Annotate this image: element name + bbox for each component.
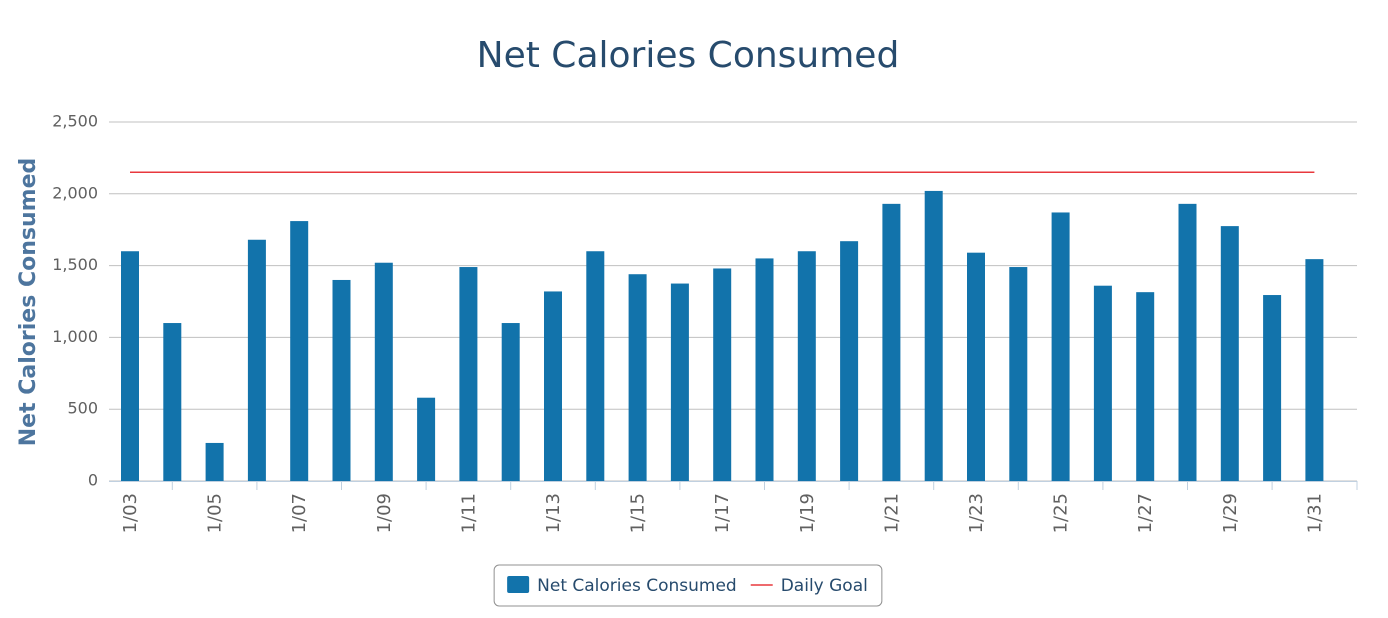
- y-tick-label: 500: [67, 399, 98, 418]
- x-tick-label: 1/25: [1051, 493, 1072, 533]
- chart-title: Net Calories Consumed: [477, 35, 900, 76]
- y-tick-label: 2,000: [52, 183, 98, 202]
- x-tick-label: 1/11: [458, 493, 479, 533]
- bar: [755, 258, 774, 481]
- bar: [1136, 292, 1155, 481]
- y-tick-label: 0: [88, 471, 98, 490]
- bar: [1305, 259, 1324, 481]
- x-tick-label: 1/13: [543, 493, 564, 533]
- bar: [882, 203, 901, 482]
- bar: [1009, 267, 1028, 481]
- legend-box: [493, 564, 883, 607]
- bar: [840, 241, 859, 481]
- y-tick-label: 2,500: [52, 112, 98, 131]
- bar: [459, 267, 478, 481]
- x-tick-label: 1/17: [712, 493, 733, 533]
- bar: [544, 291, 562, 481]
- bar: [1263, 295, 1282, 481]
- y-tick-label: 1,000: [52, 327, 98, 346]
- x-tick-label: 1/31: [1304, 493, 1325, 533]
- x-tick-label: 1/23: [966, 493, 987, 533]
- bar: [247, 239, 266, 481]
- bar: [924, 190, 943, 482]
- bar: [205, 442, 224, 481]
- x-tick-label: 1/15: [628, 493, 649, 533]
- bar: [797, 251, 816, 481]
- y-axis-title: Net Calories Consumed: [16, 158, 41, 447]
- bar: [1220, 226, 1239, 481]
- x-tick-label: 1/27: [1135, 493, 1156, 533]
- x-tick-label: 1/03: [120, 493, 141, 533]
- x-tick-label: 1/09: [374, 493, 395, 533]
- bar: [163, 323, 182, 481]
- legend: Net Calories Consumed Daily Goal: [493, 564, 883, 607]
- bar: [332, 279, 351, 481]
- bar: [586, 251, 605, 481]
- bar: [121, 251, 139, 481]
- x-tick-label: 1/19: [797, 493, 818, 533]
- legend-label: Net Calories Consumed: [537, 576, 737, 596]
- bar: [713, 268, 732, 481]
- bar: [670, 283, 689, 481]
- bar: [628, 274, 647, 481]
- x-tick-label: 1/21: [881, 493, 902, 533]
- bar: [967, 252, 985, 481]
- bar: [417, 397, 436, 481]
- legend-label: Daily Goal: [781, 576, 868, 596]
- bar: [501, 323, 520, 481]
- bar: [374, 262, 393, 481]
- x-tick-label: 1/29: [1220, 493, 1241, 533]
- legend-symbol: [507, 576, 530, 593]
- bar: [290, 221, 309, 482]
- y-tick-label: 1,500: [52, 255, 98, 274]
- bar: [1051, 212, 1070, 481]
- x-tick-label: 1/05: [205, 493, 226, 533]
- bar: [1093, 285, 1112, 481]
- bar: [1178, 203, 1197, 482]
- x-tick-label: 1/07: [289, 493, 310, 533]
